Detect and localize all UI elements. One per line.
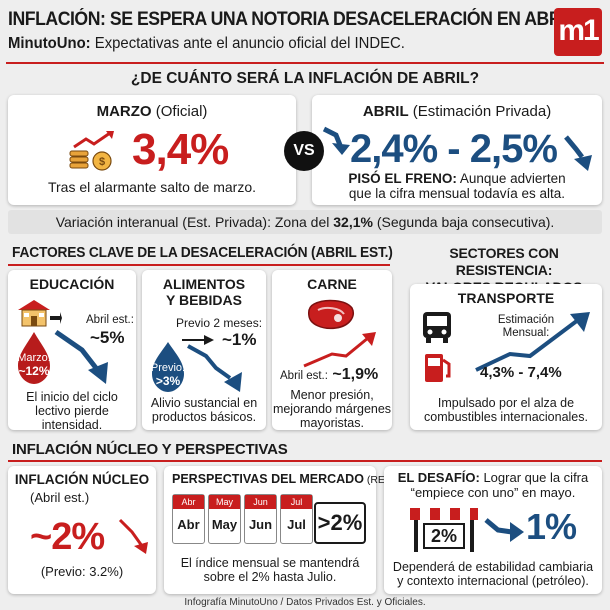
calendar-month-header: May <box>209 495 240 509</box>
transporte-card: TRANSPORTE Estimación Mensual: 4,3% - 7,4… <box>410 284 602 430</box>
abril-label: ABRIL (Estimación Privada) <box>362 103 552 120</box>
calendar-month-header: Jun <box>245 495 276 509</box>
carne-caption: Menor presión, mejorando márgenes mayorist… <box>272 388 392 430</box>
carne-est-text: Abril est.: ~1,9% <box>280 366 379 383</box>
calendar-month-label: Abr <box>177 517 200 532</box>
subtitle-text: Expectativas ante el anuncio oficial del… <box>90 35 405 52</box>
calendar-month: Jun Jun <box>244 494 277 544</box>
nucleo-card: INFLACIÓN NÚCLEO (Abril est.) ~2% (Previ… <box>8 466 156 594</box>
vs-badge: VS <box>284 131 324 171</box>
abril-card: ABRIL (Estimación Privada) 2,4% - 2,5% P… <box>312 95 602 205</box>
calendar-month-label: Jul <box>287 517 306 532</box>
nucleo-title: INFLACIÓN NÚCLEO <box>14 472 150 487</box>
svg-text:$: $ <box>99 156 105 168</box>
subtitle-brand: MinutoUno: <box>8 35 91 52</box>
page-title: INFLACIÓN: SE ESPERA UNA NOTORIA DESACEL… <box>8 9 576 30</box>
educacion-est-value: ~5% <box>90 328 125 347</box>
carne-card: CARNE Abril est.: ~1,9% Menor presión, me… <box>272 270 392 430</box>
down-arrow-right-icon <box>564 135 592 171</box>
header-divider <box>6 62 604 64</box>
alimentos-drop-icon <box>152 342 242 392</box>
desafio-to-value: 1% <box>526 506 577 547</box>
desafio-from-value: 2% <box>430 526 457 546</box>
carne-title: CARNE <box>307 276 357 292</box>
nucleo-value: ~2% <box>30 516 105 558</box>
alimentos-title: ALIMENTOS Y BEBIDAS <box>162 276 246 308</box>
steak-icon <box>308 299 354 330</box>
calendar-month-label: May <box>211 517 238 532</box>
calendar-month-label: Jun <box>248 517 273 532</box>
calendar-month-header: Abr <box>173 495 204 509</box>
transporte-caption: Impulsado por el alza de combustibles int… <box>424 396 588 424</box>
transporte-est-value: 4,3% - 7,4% <box>480 364 562 381</box>
nucleo-divider <box>8 460 602 462</box>
interanual-text: Variación interanual (Est. Privada): Zon… <box>55 214 555 230</box>
carne-rising-arrow-icon <box>303 332 376 368</box>
school-icon <box>18 300 62 327</box>
marzo-card: MARZO (Oficial) $ 3,4% Tras el alarmante… <box>8 95 296 205</box>
question-heading: ¿DE CUÁNTO SERÁ LA INFLACIÓN DE ABRIL? <box>130 70 480 87</box>
transporte-est-label: Estimación Mensual: <box>497 314 555 339</box>
educacion-drop-text: Marzo: ~12% <box>17 352 51 378</box>
desafio-arrow-icon <box>484 518 524 542</box>
factores-heading: FACTORES CLAVE DE LA DESACELERACIÓN (ABR… <box>12 245 393 261</box>
educacion-est-label: Abril est.: <box>86 314 134 326</box>
alimentos-est-value: ~1% <box>222 330 257 349</box>
alimentos-drop-text: Previo: >3% <box>150 362 186 388</box>
interanual-bar: Variación interanual (Est. Privada): Zon… <box>8 210 602 234</box>
educacion-title: EDUCACIÓN <box>29 276 115 292</box>
abril-caption: PISÓ EL FRENO: Aunque advierten que la c… <box>348 171 566 201</box>
marzo-caption: Tras el alarmante salto de marzo. <box>47 179 256 195</box>
alimentos-est-label: Previo 2 meses: <box>176 316 263 330</box>
perspectivas-title: PERSPECTIVAS DEL MERCADO (REM) <box>172 472 398 486</box>
educacion-drop-icon <box>18 329 108 384</box>
calendar-month: Jul Jul <box>280 494 313 544</box>
marzo-label: MARZO (Oficial) <box>96 103 208 120</box>
perspectivas-caption: El índice mensual se mantendrá sobre el 2… <box>180 556 360 584</box>
desafio-title: EL DESAFÍO: Lograr que la cifra “empiece… <box>397 470 589 500</box>
page-subtitle: MinutoUno: Expectativas ante el anuncio … <box>8 35 405 53</box>
calendar-month: Abr Abr <box>172 494 205 544</box>
calendar-month: May May <box>208 494 241 544</box>
nucleo-previo: (Previo: 3.2%) <box>40 564 124 579</box>
transporte-rising-arrow-icon <box>475 312 590 372</box>
brand-logo: m1 <box>554 8 602 56</box>
rising-coins-icon: $ <box>69 131 114 171</box>
fuel-pump-icon <box>425 354 451 382</box>
perspectivas-card: PERSPECTIVAS DEL MERCADO (REM) Abr Abr M… <box>164 466 397 594</box>
roadblock-icon <box>410 508 478 552</box>
perspectivas-value: >2% <box>314 502 366 544</box>
factores-divider <box>8 264 390 266</box>
alimentos-card: ALIMENTOS Y BEBIDAS Previo 2 meses: ~1% P… <box>142 270 266 430</box>
down-arrow-left-icon <box>322 126 350 155</box>
bus-icon <box>423 312 451 343</box>
nucleo-down-arrow-icon <box>118 518 148 554</box>
right-arrow-icon <box>182 335 214 345</box>
transporte-title: TRANSPORTE <box>457 290 555 306</box>
alimentos-caption: Alivio sustancial en productos básicos. <box>150 396 258 424</box>
educacion-card: EDUCACIÓN Abril est.: ~5% Marzo: ~12% El … <box>8 270 136 432</box>
desafio-caption: Dependerá de estabilidad cambiaria y cont… <box>392 560 594 588</box>
nucleo-subtitle: (Abril est.) <box>30 490 90 505</box>
nucleo-heading: INFLACIÓN NÚCLEO Y PERSPECTIVAS <box>12 441 288 458</box>
calendar-month-header: Jul <box>281 495 312 509</box>
footer-credit: Infografía MinutoUno / Datos Privados Es… <box>184 597 426 608</box>
calendar-row: Abr Abr May May Jun Jun Jul Jul <box>172 494 314 544</box>
abril-value: 2,4% - 2,5% <box>350 127 558 171</box>
marzo-value: 3,4% <box>132 125 229 174</box>
desafio-card: EL DESAFÍO: Lograr que la cifra “empiece… <box>384 466 602 594</box>
educacion-caption: El inicio del ciclo lectivo pierde intensi… <box>26 390 118 432</box>
